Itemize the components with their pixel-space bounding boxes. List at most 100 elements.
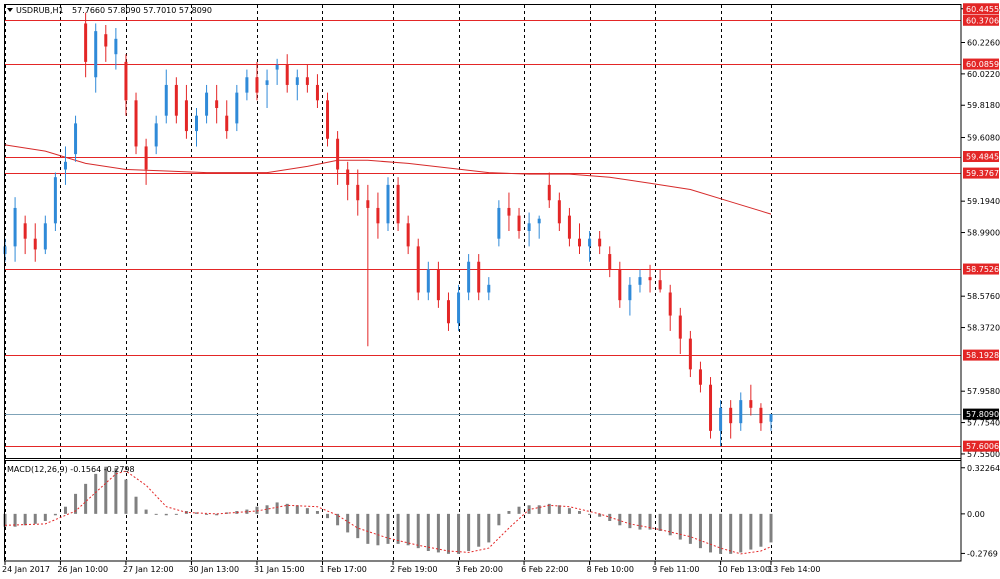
candle-bearish — [517, 207, 521, 239]
candle-body — [457, 292, 461, 324]
macd-bar — [144, 509, 148, 514]
candle-body — [174, 84, 178, 116]
candle-bearish — [678, 307, 682, 354]
candle-body — [628, 284, 632, 301]
level-price-tag-bg — [963, 263, 999, 275]
candle-body — [346, 169, 350, 185]
macd-bar — [336, 513, 340, 526]
macd-bar — [588, 513, 592, 515]
level-price-tag: 60.3706 — [963, 14, 999, 26]
macd-bar — [759, 513, 763, 547]
candle-bearish — [255, 61, 259, 101]
candle-bearish — [598, 231, 602, 255]
macd-bar — [719, 513, 723, 554]
macd-bar — [416, 513, 420, 549]
candle-bearish — [104, 24, 108, 62]
candle-body — [709, 384, 713, 431]
candle-body — [608, 254, 612, 270]
macd-bar — [406, 513, 410, 546]
candle-body — [104, 34, 108, 47]
candle-bearish — [547, 172, 551, 208]
candle-bullish — [386, 177, 390, 231]
candle-bullish — [43, 215, 47, 255]
macd-bar — [638, 513, 642, 530]
y-tick-label: 59.1940 — [967, 197, 1000, 206]
candle-body — [648, 277, 652, 281]
macd-bar — [265, 505, 269, 514]
candle-body — [467, 261, 471, 293]
macd-bar — [709, 513, 713, 553]
candle-body — [567, 215, 571, 239]
current-price-tag-bg — [963, 408, 999, 420]
x-tick-label: 10 Feb 13:00 — [718, 565, 770, 574]
macd-bar — [255, 506, 259, 514]
level-price-tag-label: 60.4455 — [966, 5, 999, 14]
candle-bullish — [265, 69, 269, 109]
macd-bar — [507, 511, 511, 514]
level-price-tag-bg — [963, 349, 999, 361]
level-price-tag-label: 59.3767 — [966, 169, 999, 178]
candle-bearish — [648, 264, 652, 293]
candle-body — [295, 77, 299, 85]
candle-bullish — [235, 84, 239, 132]
x-tick-label: 26 Jan 10:00 — [57, 565, 108, 574]
macd-bar — [326, 513, 330, 519]
candle-body — [436, 269, 440, 301]
macd-bar — [104, 466, 108, 514]
moving-average — [4, 144, 772, 215]
candle-bearish — [184, 84, 188, 139]
macd-histogram — [3, 466, 773, 554]
x-tick-label: 2 Feb 19:00 — [390, 565, 437, 574]
macd-bar — [567, 508, 571, 514]
macd-bar — [174, 513, 178, 515]
candle-body — [285, 64, 289, 85]
macd-bar — [275, 502, 279, 514]
chart-quote: 57.7660 57.8090 57.7010 57.8090 — [72, 6, 212, 15]
candle-body — [406, 223, 410, 247]
macd-bar — [366, 513, 370, 544]
candle-bullish — [164, 69, 168, 124]
y-tick-label: 58.9900 — [967, 229, 1000, 238]
y-tick-label: 59.6080 — [967, 134, 1000, 143]
macd-bar — [295, 505, 299, 514]
candle-body — [154, 123, 158, 147]
candle-bearish — [124, 54, 128, 116]
macd-y-tick-label: 0.00 — [967, 510, 985, 519]
candle-bearish — [366, 184, 370, 347]
x-tick-label: 8 Feb 10:00 — [587, 565, 634, 574]
candle-bearish — [396, 177, 400, 231]
candle-bullish — [63, 146, 67, 185]
level-price-tag-label: 58.1928 — [966, 351, 999, 360]
macd-bar — [547, 503, 551, 514]
dropdown-triangle-icon[interactable] — [7, 8, 13, 12]
candle-bearish — [507, 192, 511, 231]
candle-bearish — [305, 64, 309, 93]
macd-bar — [205, 513, 209, 515]
candle-body — [195, 115, 198, 132]
candles — [3, 12, 773, 447]
price-labels: 60.4455 60.3706 60.0859 59.4845 59.3767 58.75… — [963, 3, 999, 452]
candle-bearish — [477, 254, 481, 301]
x-tick-label: 24 Jan 2017 — [2, 565, 50, 574]
candle-body — [729, 407, 733, 424]
y-tick-label: 58.5760 — [967, 292, 1000, 301]
y-tick-label: 60.2260 — [967, 39, 1000, 48]
macd-bar — [164, 513, 168, 516]
macd-bar — [134, 496, 138, 514]
moving-average-line — [4, 144, 772, 215]
candle-bullish — [638, 269, 642, 293]
candle-body — [94, 31, 98, 78]
macd-bar — [315, 511, 319, 514]
candle-bullish — [295, 69, 299, 101]
candle-body — [517, 215, 521, 231]
candle-body — [507, 207, 511, 216]
candle-bearish — [346, 161, 350, 201]
candle-body — [255, 77, 259, 93]
level-price-tag-bg — [963, 167, 999, 179]
macd-bar — [74, 493, 78, 514]
candle-body — [678, 315, 682, 339]
candle-body — [749, 400, 753, 408]
candle-body — [759, 407, 763, 424]
level-price-tag-bg — [963, 440, 999, 452]
macd-bar — [628, 513, 632, 529]
